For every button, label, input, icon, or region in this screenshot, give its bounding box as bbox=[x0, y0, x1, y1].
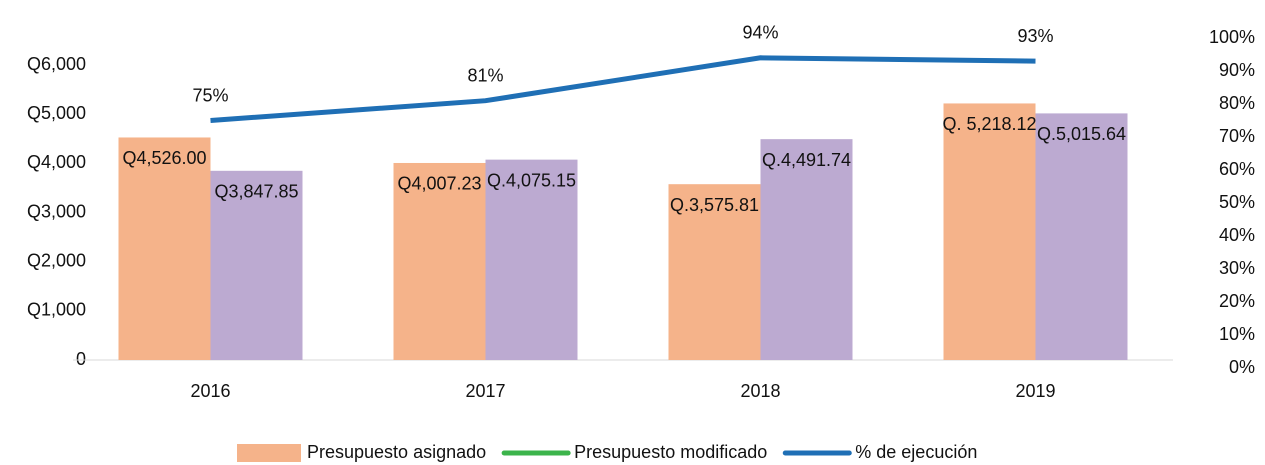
bar-label: Q4,007.23 bbox=[397, 174, 481, 194]
bar bbox=[118, 137, 211, 360]
bar-label: Q. 5,218.12 bbox=[942, 114, 1036, 134]
bar-label: Q.4,491.74 bbox=[762, 150, 851, 170]
line-label: 75% bbox=[192, 85, 228, 105]
bar bbox=[1035, 113, 1128, 360]
y2-tick-label: 20% bbox=[1219, 291, 1255, 311]
y2-tick-label: 70% bbox=[1219, 126, 1255, 146]
y-tick-label: Q5,000 bbox=[27, 103, 86, 123]
line-label: 81% bbox=[467, 65, 503, 85]
bar bbox=[760, 139, 853, 360]
y2-tick-label: 50% bbox=[1219, 192, 1255, 212]
y-tick-label: Q1,000 bbox=[27, 300, 86, 320]
line-label: 94% bbox=[742, 23, 778, 43]
bar-label: Q.5,015.64 bbox=[1037, 124, 1126, 144]
bar-label: Q4,526.00 bbox=[122, 148, 206, 168]
y-tick-label: 0 bbox=[76, 349, 86, 369]
y-tick-label: Q2,000 bbox=[27, 250, 86, 270]
legend-label: Presupuesto modificado bbox=[574, 442, 767, 462]
x-tick-label: 2017 bbox=[465, 381, 505, 401]
legend-label: Presupuesto asignado bbox=[307, 442, 486, 462]
line-label: 93% bbox=[1017, 26, 1053, 46]
y2-tick-label: 100% bbox=[1209, 27, 1255, 47]
x-tick-label: 2016 bbox=[190, 381, 230, 401]
bar-label: Q3,847.85 bbox=[214, 182, 298, 202]
y2-tick-label: 0% bbox=[1229, 357, 1255, 377]
line bbox=[210, 55, 1036, 123]
y2-tick-label: 10% bbox=[1219, 324, 1255, 344]
y2-tick-label: 60% bbox=[1219, 159, 1255, 179]
y-tick-label: Q3,000 bbox=[27, 201, 86, 221]
legend-label: % de ejecución bbox=[855, 442, 977, 462]
y2-tick-label: 40% bbox=[1219, 225, 1255, 245]
y-tick-label: Q4,000 bbox=[27, 152, 86, 172]
bar-label: Q.4,075.15 bbox=[487, 170, 576, 190]
bar bbox=[393, 162, 486, 360]
bar bbox=[485, 159, 578, 360]
y2-tick-label: 80% bbox=[1219, 93, 1255, 113]
legend-swatch bbox=[237, 444, 301, 462]
y2-tick-label: 30% bbox=[1219, 258, 1255, 278]
x-tick-label: 2019 bbox=[1015, 381, 1055, 401]
bar bbox=[943, 103, 1036, 360]
y-tick-label: Q6,000 bbox=[27, 54, 86, 74]
bar bbox=[210, 170, 303, 360]
bar bbox=[668, 184, 761, 360]
x-tick-label: 2018 bbox=[740, 381, 780, 401]
bar-label: Q.3,575.81 bbox=[670, 195, 759, 215]
y2-tick-label: 90% bbox=[1219, 60, 1255, 80]
